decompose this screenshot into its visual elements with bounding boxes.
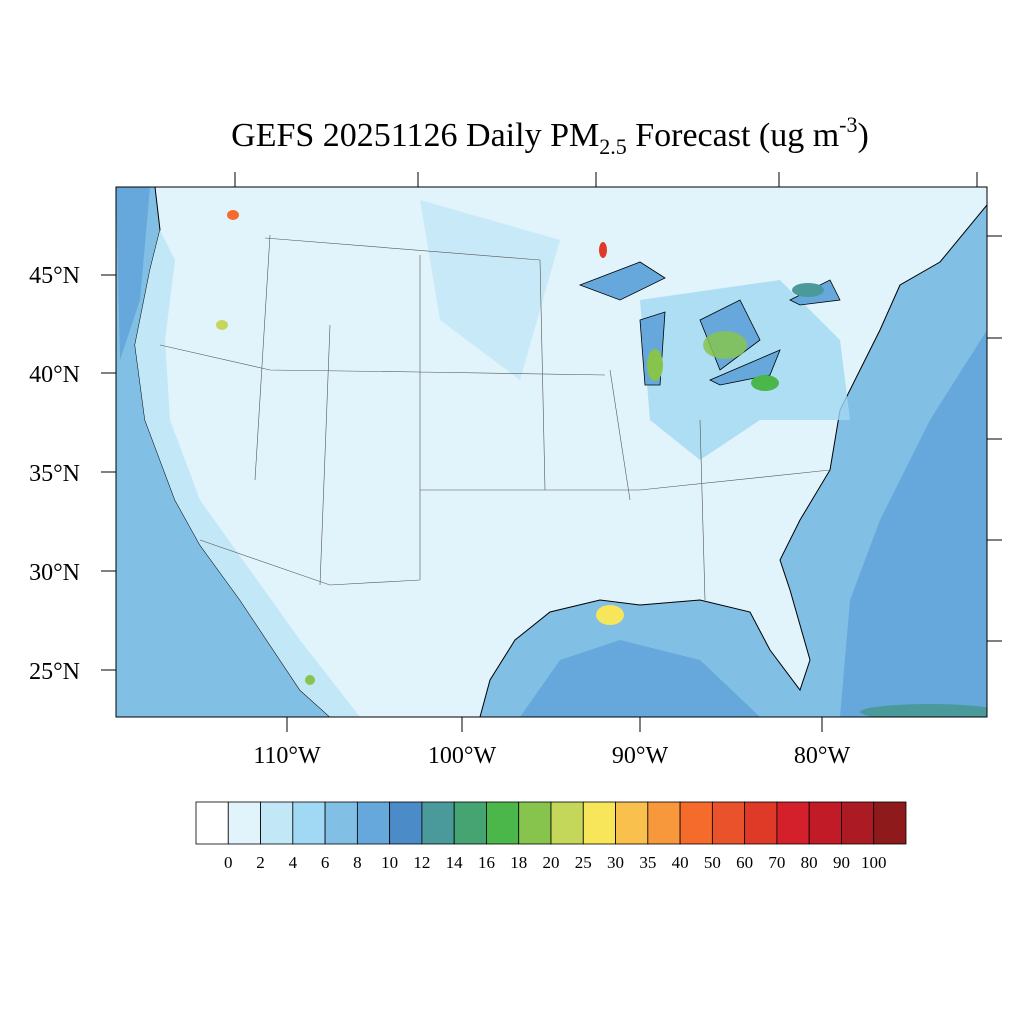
colorbar-box: [389, 801, 423, 845]
hotspot: [792, 283, 824, 297]
hotspot: [216, 320, 228, 330]
lat-label: 45°N: [29, 263, 80, 289]
lon-label: 110°W: [253, 743, 321, 769]
colorbar-label: 10: [381, 853, 398, 872]
colorbar-box: [260, 801, 294, 845]
colorbar-box: [711, 801, 746, 845]
hotspot: [596, 605, 624, 625]
colorbar-box: [615, 801, 649, 845]
colorbar-label: 90: [833, 853, 850, 872]
map-frame: [115, 186, 988, 718]
title-end: ): [858, 117, 869, 154]
colorbar-label: 50: [704, 853, 721, 872]
colorbar-label: 2: [256, 853, 265, 872]
colorbar-label: 12: [413, 853, 430, 872]
colorbar-box: [841, 801, 875, 845]
colorbar-box: [324, 801, 358, 845]
colorbar-label: 60: [736, 853, 753, 872]
colorbar-label: 70: [768, 853, 785, 872]
plume: [420, 200, 560, 380]
hotspot: [860, 704, 987, 717]
colorbar-box: [679, 801, 713, 845]
lat-label: 30°N: [29, 560, 80, 586]
colorbar: 0 2 4 6 8 10 12 14 16 18 20 25 30 35 40 50 60 70 80 90 100: [195, 801, 907, 872]
gulf-deep: [520, 640, 760, 717]
colorbar-label: 100: [861, 853, 887, 872]
colorbar-box: [292, 801, 326, 845]
great-lakes: [578, 261, 841, 386]
colorbar-box: [808, 801, 842, 845]
colorbar-box: [582, 801, 616, 845]
hotspots: [216, 210, 987, 717]
colorbar-box: [356, 801, 391, 845]
lat-label: 40°N: [29, 362, 80, 388]
lon-label: 90°W: [612, 743, 669, 769]
colorbar-label: 18: [510, 853, 527, 872]
lat-label: 35°N: [29, 461, 80, 487]
lat-label: 25°N: [29, 659, 80, 685]
colorbar-box: [486, 801, 520, 845]
pacific-deep: [116, 187, 150, 360]
colorbar-label: 4: [289, 853, 298, 872]
colorbar-label: 30: [607, 853, 624, 872]
colorbar-box: [873, 801, 907, 845]
frame-ticks: [101, 172, 1002, 732]
colorbar-box: [550, 801, 584, 845]
title-main: GEFS 20251126 Daily PM: [231, 117, 599, 154]
colorbar-box: [744, 801, 778, 845]
title-sub: 2.5: [599, 134, 627, 159]
hotspot: [599, 242, 607, 258]
title: GEFS 20251126 Daily PM2.5 Forecast (ug m…: [231, 112, 869, 159]
colorbar-label: 8: [353, 853, 362, 872]
colorbar-box: [195, 801, 229, 845]
title-rest: Forecast (ug m: [627, 117, 839, 154]
colorbar-label: 6: [321, 853, 330, 872]
colorbar-label: 80: [801, 853, 818, 872]
colorbar-label: 14: [446, 853, 464, 872]
hotspot: [751, 375, 779, 391]
colorbar-label: 35: [639, 853, 656, 872]
hotspot: [703, 331, 747, 359]
map: [116, 187, 987, 717]
state-lines: [159, 234, 831, 601]
colorbar-box: [518, 801, 552, 845]
colorbar-label: 20: [543, 853, 560, 872]
colorbar-label: 40: [672, 853, 689, 872]
atlantic-deep: [840, 330, 987, 717]
colorbar-box: [776, 801, 810, 845]
lon-label: 100°W: [428, 743, 497, 769]
colorbar-label: 0: [224, 853, 233, 872]
hotspot: [305, 675, 315, 685]
axis-labels: 45°N 40°N 35°N 30°N 25°N 110°W 100°W 90°W 80°W: [29, 263, 850, 769]
title-sup: -3: [839, 112, 857, 137]
hotspot: [227, 210, 239, 220]
colorbar-label: 16: [478, 853, 495, 872]
colorbar-label: 25: [575, 853, 592, 872]
coastal-band: [135, 230, 360, 717]
colorbar-box: [421, 801, 455, 845]
lon-label: 80°W: [794, 743, 851, 769]
colorbar-box: [647, 801, 681, 845]
hotspot: [647, 349, 663, 381]
colorbar-box: [453, 801, 487, 845]
colorbar-box: [227, 801, 261, 845]
